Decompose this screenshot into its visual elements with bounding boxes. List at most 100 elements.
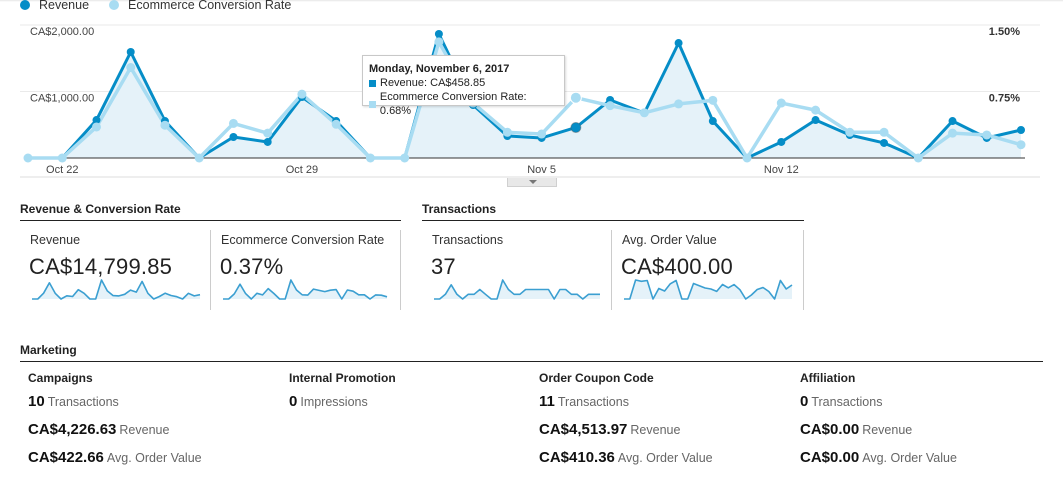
metric-card-revenue[interactable]: Revenue CA$14,799.85: [20, 230, 211, 310]
revenue-point: [811, 116, 820, 125]
metric-label: Ecommerce Conversion Rate: [221, 233, 385, 247]
marketing-column-title: Campaigns: [28, 371, 93, 385]
legend-dot-icon: [20, 0, 30, 10]
legend-item-conversion-rate[interactable]: Ecommerce Conversion Rate: [109, 0, 291, 12]
metric-value: 37: [431, 254, 456, 279]
marketing-campaigns[interactable]: Campaigns 10 Transactions CA$4,226.63 Reve…: [28, 371, 202, 467]
legend-label: Ecommerce Conversion Rate: [128, 0, 292, 12]
conversion-rate-point: [194, 153, 204, 163]
metric-label: Revenue: [30, 233, 81, 247]
main-line-chart: CA$1,000.00 CA$2,000.00 0.75% 1.50% Oct 22 Oc…: [20, 24, 1040, 178]
marketing-row: 0 Impressions: [289, 393, 396, 411]
revenue-point: [229, 132, 238, 141]
marketing-row: CA$0.00 Revenue: [800, 421, 957, 439]
conversion-rate-point: [23, 153, 33, 163]
legend-item-revenue[interactable]: Revenue: [20, 0, 89, 12]
marketing-label: Revenue: [630, 423, 681, 437]
conversion-rate-point: [569, 91, 582, 104]
sparkline-line: [434, 279, 600, 300]
marketing-row: 10 Transactions: [28, 393, 202, 411]
revenue-point: [92, 116, 101, 125]
marketing-label: Transactions: [557, 395, 629, 409]
sparkline-line: [32, 279, 201, 300]
marketing-value: 0: [289, 393, 298, 410]
marketing-value: CA$0.00: [800, 449, 860, 466]
marketing-value: CA$410.36: [539, 449, 615, 466]
legend-dot-icon: [109, 0, 120, 10]
tooltip-title: Monday, November 6, 2017: [369, 63, 510, 75]
metric-card-transactions[interactable]: Transactions 37: [422, 230, 612, 310]
marketing-row: CA$0.00 Avg. Order Value: [800, 449, 957, 467]
marketing-value: CA$4,226.63: [28, 421, 117, 438]
marketing-label: Avg. Order Value: [617, 451, 713, 465]
sparkline-conversion-rate: [223, 279, 388, 300]
revenue-point: [434, 29, 443, 38]
x-axis-tick: Oct 22: [46, 164, 78, 176]
marketing-row: CA$4,513.97 Revenue: [539, 421, 713, 439]
conversion-rate-point: [57, 153, 67, 163]
metric-label: Avg. Order Value: [622, 233, 717, 247]
marketing-internal-promotion[interactable]: Internal Promotion 0 Impressions: [289, 371, 396, 411]
square-swatch-icon: [369, 79, 376, 87]
marketing-value: CA$422.66: [28, 449, 104, 466]
conversion-rate-point: [948, 128, 958, 138]
conversion-rate-point: [537, 129, 547, 139]
chart-legend: Revenue Ecommerce Conversion Rate: [20, 0, 311, 13]
marketing-column-title: Affiliation: [800, 371, 856, 385]
top-divider: [0, 0, 1063, 2]
marketing-label: Transactions: [811, 395, 883, 409]
sparkline-avg-order-value: [624, 279, 793, 300]
conversion-rate-point: [913, 153, 923, 163]
sparkline-line: [624, 279, 793, 300]
revenue-point-hovered: [570, 121, 582, 133]
conversion-rate-point: [639, 108, 649, 118]
chart-tooltip: Monday, November 6, 2017 Revenue: CA$458…: [362, 55, 565, 117]
conversion-rate-point: [365, 153, 375, 163]
conversion-rate-point: [91, 122, 101, 132]
metric-value: CA$14,799.85: [29, 254, 173, 279]
revenue-point: [948, 117, 957, 126]
tooltip-row-conversion: Ecommerce Conversion Rate: 0.68%: [369, 90, 558, 118]
conversion-rate-point: [263, 128, 273, 138]
marketing-value: 0: [800, 393, 809, 410]
sparkline-revenue: [32, 279, 201, 300]
marketing-row: CA$4,226.63 Revenue: [28, 421, 202, 439]
section-title-transactions: Transactions: [422, 202, 804, 221]
conversion-rate-point: [1016, 140, 1026, 150]
tooltip-value: Revenue: CA$458.85: [380, 77, 486, 89]
square-swatch-icon: [369, 100, 376, 108]
metric-value: 0.37%: [220, 254, 284, 279]
marketing-row: 0 Transactions: [800, 393, 957, 411]
conversion-rate-point: [605, 101, 615, 111]
marketing-value: 11: [539, 393, 555, 410]
marketing-column-title: Order Coupon Code: [539, 371, 654, 385]
marketing-order-coupon-code[interactable]: Order Coupon Code 11 Transactions CA$4,51…: [539, 371, 713, 467]
x-axis-tick: Nov 12: [764, 164, 799, 176]
conversion-rate-point: [297, 89, 307, 99]
y-axis-left-tick: CA$2,000.00: [30, 26, 94, 38]
metric-card-avg-order-value[interactable]: Avg. Order Value CA$400.00: [612, 230, 804, 310]
revenue-point: [1017, 126, 1025, 135]
chart-resize-handle[interactable]: [507, 178, 557, 187]
section-title-revenue-conversion: Revenue & Conversion Rate: [20, 202, 401, 221]
marketing-value: CA$4,513.97: [539, 421, 628, 438]
marketing-row: CA$422.66 Avg. Order Value: [28, 449, 202, 467]
legend-label: Revenue: [39, 0, 90, 12]
conversion-rate-point: [160, 120, 170, 130]
marketing-affiliation[interactable]: Affiliation 0 Transactions CA$0.00 Revenue…: [800, 371, 957, 467]
y-axis-right-tick: 0.75%: [989, 93, 1020, 105]
metric-label: Transactions: [432, 233, 504, 247]
conversion-rate-point: [126, 63, 136, 73]
marketing-row: CA$410.36 Avg. Order Value: [539, 449, 713, 467]
sparkline-area: [32, 280, 200, 299]
section-title-marketing: Marketing: [20, 343, 1043, 362]
conversion-rate-point: [331, 119, 341, 129]
metric-card-conversion-rate[interactable]: Ecommerce Conversion Rate 0.37%: [211, 230, 401, 310]
marketing-label: Revenue: [862, 423, 913, 437]
conversion-rate-point: [879, 127, 889, 137]
metric-value: CA$400.00: [621, 254, 733, 279]
marketing-label: Impressions: [300, 395, 368, 409]
marketing-label: Avg. Order Value: [862, 451, 957, 465]
sparkline-area: [434, 280, 600, 299]
revenue-point: [126, 47, 135, 56]
